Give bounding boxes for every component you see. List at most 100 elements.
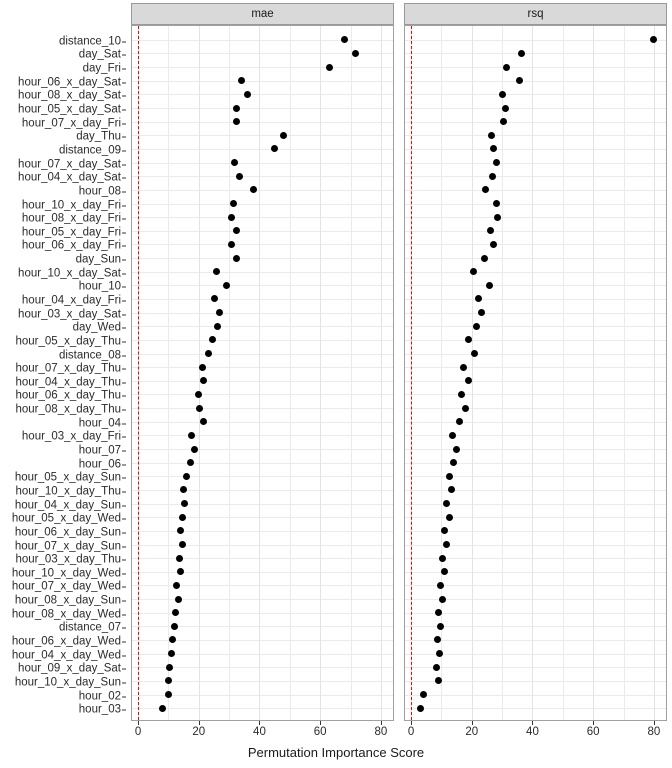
y-axis-tick [122, 191, 126, 193]
y-axis-tick [122, 668, 126, 670]
x-axis-tick-label: 80 [647, 726, 661, 738]
grid-line-horizontal [132, 654, 393, 655]
y-axis-tick-label: hour_10_x_day_Fri [21, 198, 121, 211]
data-point [515, 77, 523, 85]
x-axis-tick-label: 20 [465, 726, 479, 738]
y-axis-tick-label: hour_10_x_day_Thu [15, 485, 122, 498]
grid-line-horizontal [405, 67, 666, 68]
y-axis-tick-label: hour_04_x_day_Wed [11, 648, 121, 661]
y-axis-tick [122, 177, 126, 179]
grid-line-horizontal [132, 408, 393, 409]
y-axis-tick [122, 232, 126, 234]
data-point [465, 336, 473, 344]
panel-strip-mae: mae [131, 3, 394, 25]
data-point [442, 541, 450, 548]
panel-rsq: rsq [404, 3, 667, 721]
grid-line-horizontal [132, 435, 393, 436]
data-point [435, 609, 443, 617]
grid-line-horizontal [405, 272, 666, 273]
y-axis-tick [122, 655, 126, 657]
data-point [435, 650, 443, 658]
y-axis-tick-label: distance_09 [58, 144, 121, 157]
grid-line-horizontal [405, 408, 666, 409]
data-point [480, 254, 488, 262]
grid-line-horizontal [132, 217, 393, 218]
y-axis-tick-label: day_Fri [82, 62, 121, 75]
data-point [233, 254, 241, 262]
grid-line-horizontal [132, 176, 393, 177]
x-axis-tick-label: 40 [253, 726, 266, 738]
grid-line-horizontal [405, 354, 666, 355]
data-point [494, 213, 502, 221]
x-axis-tick [380, 721, 382, 725]
x-axis-tick-label: 80 [374, 726, 388, 738]
grid-line-horizontal [132, 681, 393, 682]
grid-line-horizontal [132, 40, 393, 41]
grid-line-vertical-minor [168, 26, 170, 720]
grid-line-horizontal [132, 272, 393, 273]
y-axis-tick-label: hour_05_x_day_Wed [11, 512, 121, 525]
grid-line-horizontal [132, 285, 393, 286]
data-point [180, 500, 188, 508]
plot-area-rsq [404, 25, 667, 721]
y-axis-tick-label: hour_10_x_day_Sun [14, 676, 121, 689]
grid-line-horizontal [132, 531, 393, 532]
x-axis-tick [532, 721, 534, 725]
grid-line-horizontal [405, 667, 666, 668]
y-axis-tick [122, 614, 126, 616]
grid-line-horizontal [132, 94, 393, 95]
grid-line-vertical-minor [350, 26, 352, 720]
y-axis-tick [122, 109, 126, 111]
grid-line-horizontal [405, 558, 666, 559]
x-axis-tick [471, 721, 473, 725]
data-point [232, 118, 240, 126]
grid-line-horizontal [132, 490, 393, 491]
x-axis-tick [138, 721, 140, 725]
data-point [482, 186, 490, 194]
data-point [443, 500, 451, 508]
grid-line-vertical-major [320, 26, 322, 720]
y-axis-tick-label: hour_08_x_day_Sat [18, 89, 121, 102]
y-axis-tick-label: day_Sat [78, 48, 121, 61]
data-point [502, 104, 510, 112]
y-axis-tick [122, 41, 126, 43]
grid-line-horizontal [405, 204, 666, 205]
y-axis-tick [122, 300, 126, 302]
grid-line-horizontal [405, 135, 666, 136]
grid-line-horizontal [132, 708, 393, 709]
data-point [453, 445, 461, 453]
data-point [437, 581, 444, 589]
y-axis-tick [122, 54, 126, 56]
y-axis-tick [122, 600, 126, 602]
data-point [179, 486, 187, 494]
grid-line-horizontal [405, 695, 666, 696]
grid-line-horizontal [405, 422, 666, 423]
y-axis-tick [122, 586, 126, 588]
data-point [500, 118, 508, 126]
grid-line-horizontal [405, 681, 666, 682]
y-axis-tick [122, 395, 126, 397]
data-point [650, 36, 658, 44]
grid-line-horizontal [405, 244, 666, 245]
grid-line-horizontal [132, 695, 393, 696]
grid-line-vertical-major [198, 26, 200, 720]
y-axis-tick [122, 477, 126, 479]
data-point [450, 459, 458, 467]
data-point [222, 281, 230, 289]
data-point [232, 104, 240, 112]
grid-line-horizontal [405, 217, 666, 218]
data-point [196, 404, 204, 412]
y-axis-tick [122, 382, 126, 384]
data-point [232, 227, 240, 235]
data-point [440, 527, 448, 535]
data-point [279, 131, 287, 139]
y-axis-tick-label: distance_08 [58, 348, 121, 361]
y-axis-tick [122, 82, 126, 84]
reference-line [138, 26, 140, 720]
y-axis-tick [122, 286, 126, 288]
data-point [200, 377, 208, 385]
data-point [212, 268, 220, 276]
y-axis-tick [122, 273, 126, 275]
data-point [490, 145, 498, 153]
y-axis-tick-label: hour_03 [78, 703, 121, 716]
